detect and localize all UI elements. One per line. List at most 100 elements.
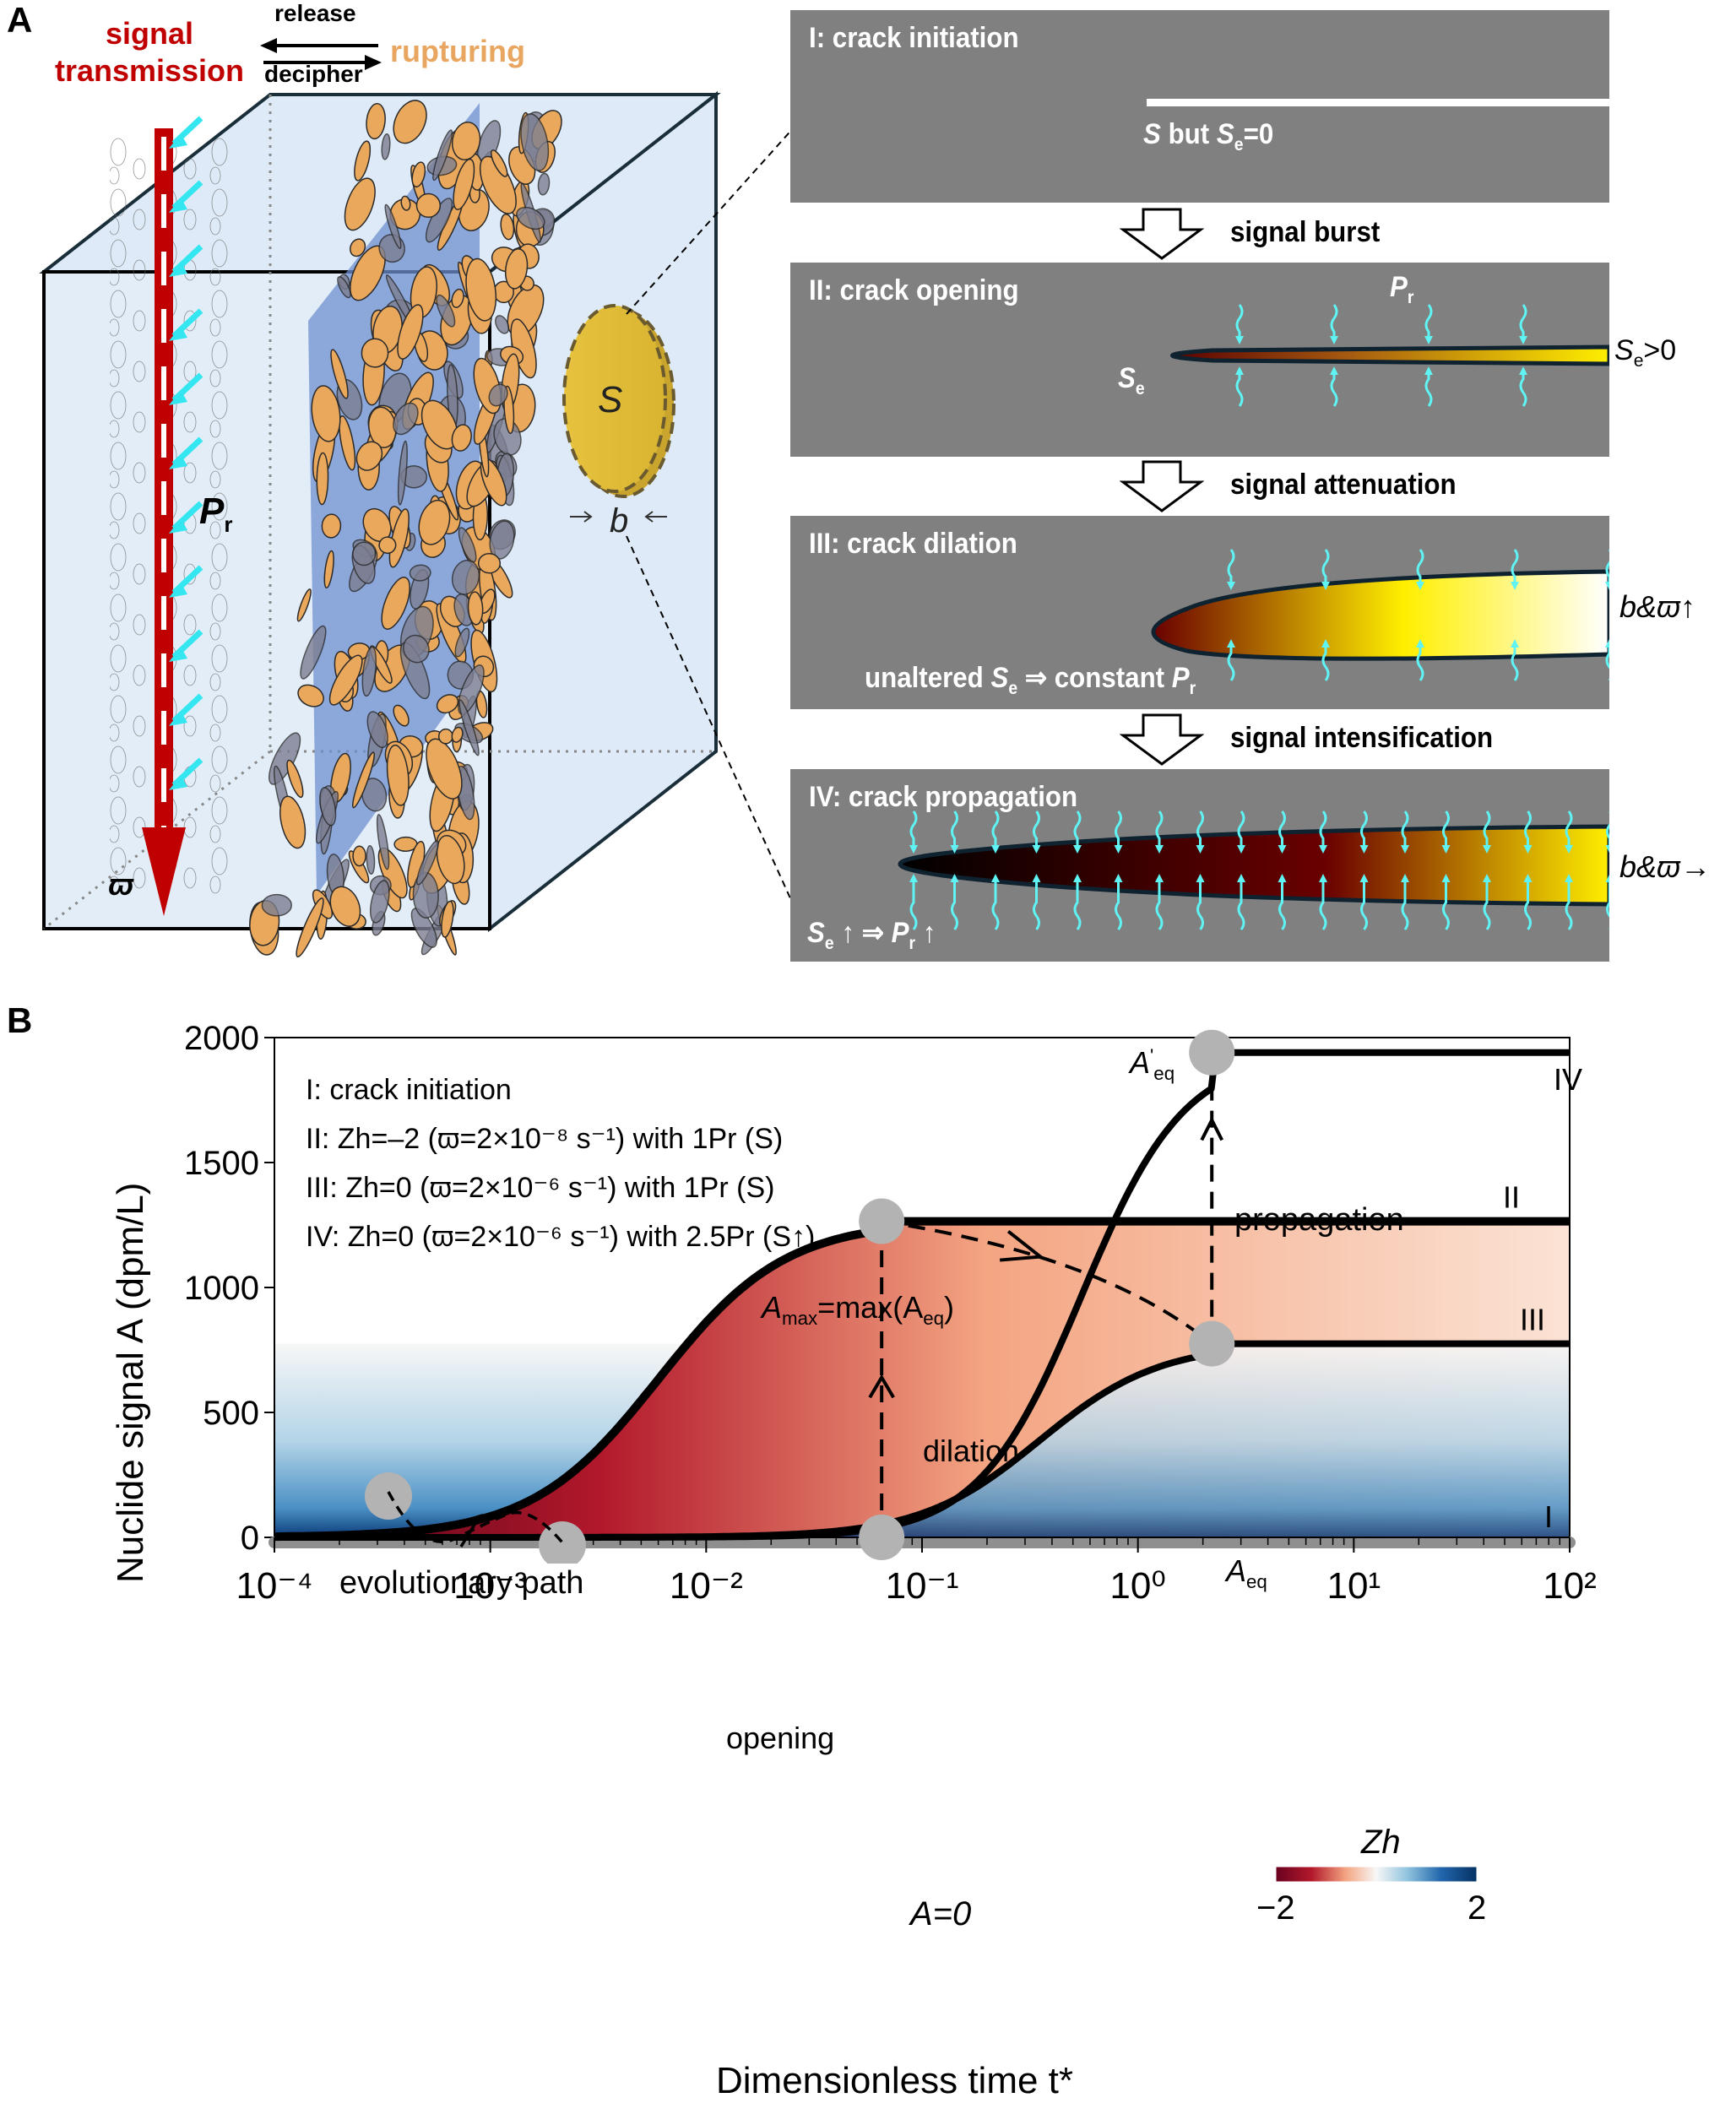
grain bbox=[319, 787, 337, 827]
grain bbox=[316, 452, 329, 506]
colorbar-max-label: 2 bbox=[1467, 1889, 1487, 1927]
grain bbox=[436, 834, 465, 885]
cyan-arrow-up bbox=[1416, 646, 1424, 681]
grain bbox=[329, 886, 361, 927]
se-positive-label: Se>0 bbox=[1614, 334, 1677, 371]
thickness-arrows-icon bbox=[570, 511, 667, 523]
arrowhead bbox=[1359, 874, 1369, 882]
aeq-annotation: Aeq bbox=[1226, 1553, 1267, 1593]
stage-title: II: crack opening bbox=[809, 274, 1019, 306]
arrowhead bbox=[169, 775, 187, 790]
grain bbox=[350, 238, 366, 257]
transition-label-burst: signal burst bbox=[1230, 216, 1381, 248]
grain bbox=[286, 759, 304, 799]
legend-item-II: II: Zh=–2 (ϖ=2×10⁻⁸ s⁻¹) with 1Pr (S) bbox=[306, 1123, 784, 1155]
grain bbox=[400, 195, 411, 211]
arrowhead bbox=[1114, 874, 1123, 882]
svg-text:S: S bbox=[598, 379, 622, 420]
grain bbox=[397, 304, 424, 360]
arrowhead bbox=[1235, 366, 1244, 375]
grain bbox=[330, 349, 349, 399]
grain bbox=[279, 795, 307, 849]
crack-dilation-shape bbox=[1151, 549, 1609, 681]
grain bbox=[418, 499, 451, 545]
grain bbox=[366, 844, 376, 875]
grain bbox=[296, 897, 324, 958]
grain bbox=[351, 751, 376, 809]
cyan-arrow-up bbox=[1330, 373, 1338, 407]
arrowhead bbox=[169, 390, 187, 405]
grain bbox=[409, 564, 431, 582]
arrow-left-icon bbox=[260, 38, 378, 53]
decipher-label: decipher bbox=[264, 61, 363, 87]
a-zero-annotation: A=0 bbox=[910, 1895, 972, 1932]
transmission-text: transmission bbox=[54, 53, 245, 88]
grain bbox=[477, 552, 502, 574]
grain bbox=[500, 213, 515, 241]
grain bbox=[376, 814, 390, 870]
series-label-II: II bbox=[1503, 1180, 1520, 1215]
x-axis-label: Dimensionless time t* bbox=[716, 2060, 1073, 2102]
arrowhead bbox=[1401, 874, 1409, 882]
cyan-arrow-down bbox=[1235, 304, 1244, 338]
grain bbox=[384, 203, 402, 249]
x-tick-label: 10⁻² bbox=[670, 1565, 743, 1607]
grain bbox=[451, 560, 480, 595]
cyan-arrow-down bbox=[1511, 549, 1519, 583]
arrowhead bbox=[1237, 845, 1245, 854]
arrowhead bbox=[1424, 366, 1433, 375]
arrowhead bbox=[1483, 874, 1491, 882]
grain bbox=[393, 704, 410, 727]
y-tick-label: 1500 bbox=[184, 1145, 259, 1182]
grain bbox=[416, 840, 439, 886]
arrowhead bbox=[1319, 845, 1327, 854]
cyan-arrow-down bbox=[1483, 810, 1491, 847]
propagation-arrowhead bbox=[1200, 1116, 1223, 1141]
rupture-grains bbox=[249, 100, 562, 958]
cyan-arrow-down bbox=[1227, 549, 1235, 583]
cyan-arrow-down bbox=[1278, 810, 1286, 847]
propagation-note: Se ↑ ⇒ Pr ↑ bbox=[807, 917, 936, 953]
arrowhead bbox=[909, 845, 918, 854]
arrowhead bbox=[1483, 845, 1491, 854]
arrowhead bbox=[1416, 582, 1424, 590]
cyan-arrow-down bbox=[1424, 304, 1433, 338]
grain bbox=[389, 198, 421, 230]
arrowhead bbox=[1196, 874, 1205, 882]
arrowhead bbox=[1319, 874, 1327, 882]
legend-item-IV: IV: Zh=0 (ϖ=2×10⁻⁶ s⁻¹) with 2.5Pr (S↑) bbox=[306, 1221, 816, 1253]
grain bbox=[352, 845, 366, 867]
pr-label: Pr bbox=[1390, 271, 1414, 307]
cyan-arrow-down bbox=[1606, 811, 1609, 847]
grain bbox=[328, 654, 363, 706]
cyan-arrow-up bbox=[1155, 881, 1164, 930]
legend-item-III: III: Zh=0 (ϖ=2×10⁻⁶ s⁻¹) with 1Pr (S) bbox=[306, 1172, 775, 1204]
arrowhead bbox=[1321, 639, 1330, 648]
arrowhead bbox=[1330, 336, 1338, 344]
cyan-arrows bbox=[169, 116, 203, 790]
series-label-IV: IV bbox=[1554, 1062, 1582, 1097]
grain bbox=[411, 161, 426, 188]
grain bbox=[352, 541, 377, 566]
opening-label: opening bbox=[726, 1721, 835, 1755]
grain bbox=[403, 634, 430, 664]
grain bbox=[366, 103, 386, 140]
grain bbox=[361, 646, 377, 697]
cyan-arrow-down bbox=[1330, 304, 1338, 338]
arrowhead bbox=[1523, 874, 1533, 882]
arrowhead bbox=[1511, 639, 1519, 648]
cyan-arrow-up bbox=[1605, 646, 1609, 680]
cyan-arrow-up bbox=[1424, 373, 1433, 407]
arrowhead bbox=[1032, 874, 1041, 882]
grain bbox=[493, 418, 522, 456]
arrowhead bbox=[1237, 874, 1245, 882]
transition-label-attenuation: signal attenuation bbox=[1230, 469, 1457, 501]
arrowhead bbox=[1227, 582, 1235, 590]
cyan-arrow-down bbox=[991, 810, 1000, 847]
cyan-arrow-up bbox=[1519, 373, 1527, 407]
cyan-arrow-down bbox=[1033, 810, 1040, 847]
arrowhead bbox=[1196, 845, 1205, 854]
crack-disc-icon: S bbox=[562, 304, 675, 498]
grain bbox=[261, 893, 292, 917]
grain bbox=[339, 415, 356, 471]
